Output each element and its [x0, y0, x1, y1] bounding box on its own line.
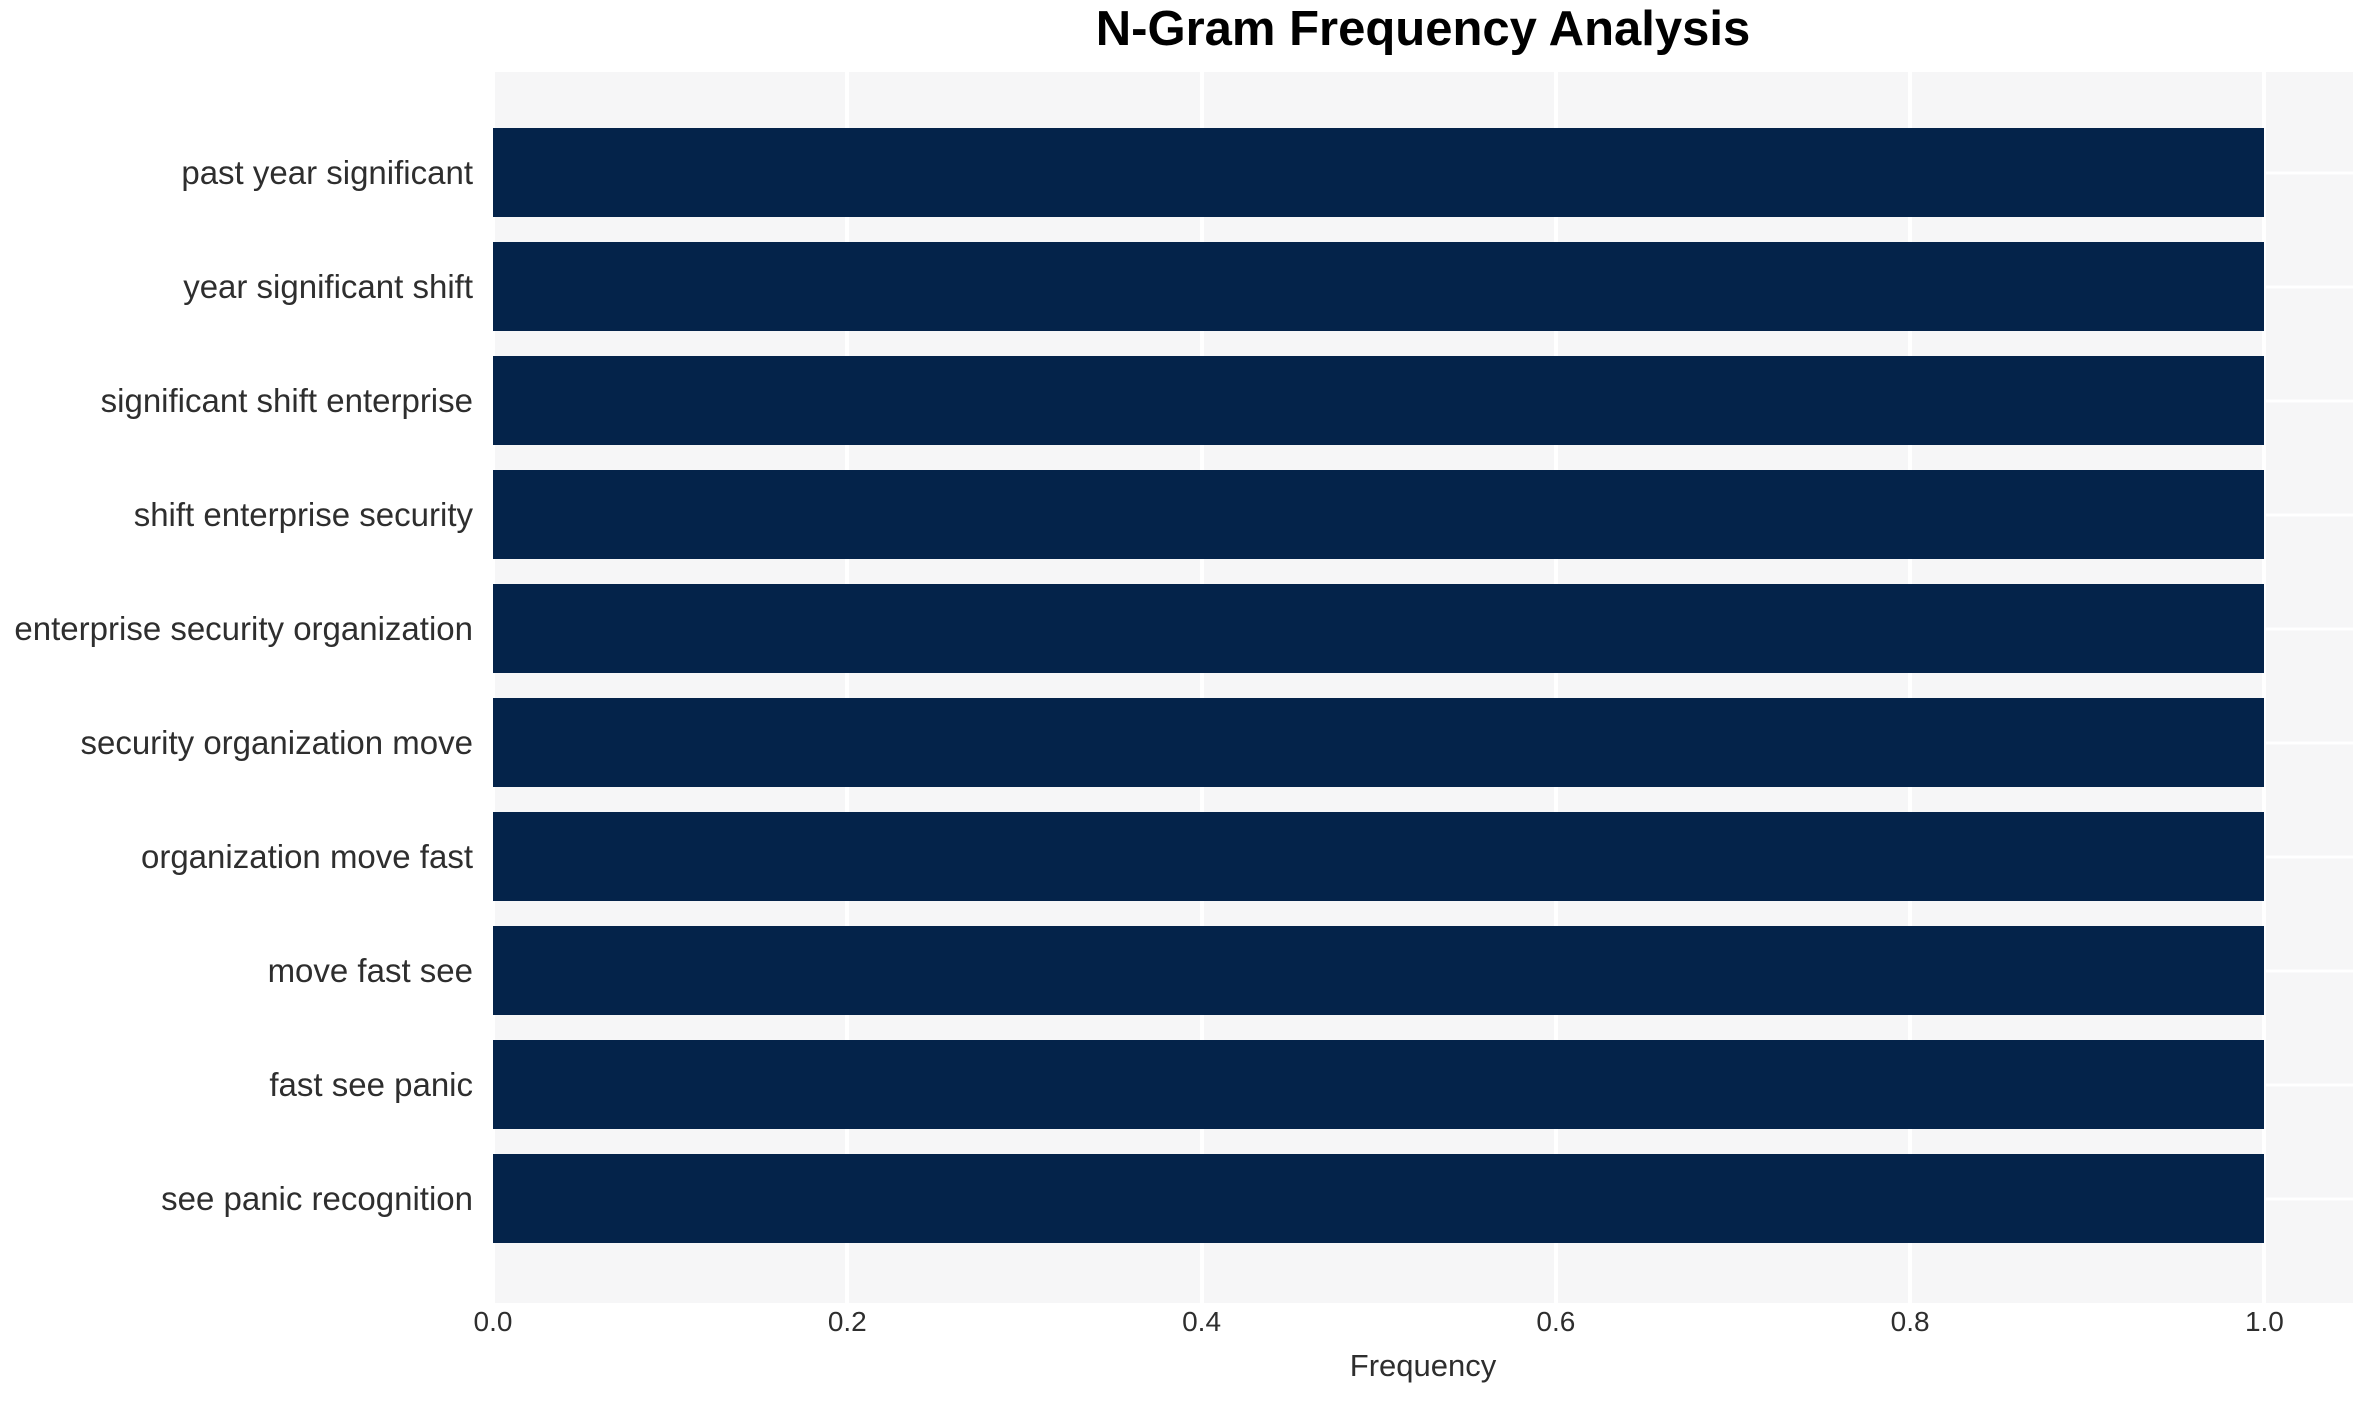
x-axis-title: Frequency: [1349, 1348, 1497, 1383]
y-axis-label: year significant shift: [183, 268, 473, 305]
y-axis-label: significant shift enterprise: [100, 382, 473, 419]
x-tick-label: 0.8: [1890, 1306, 1930, 1337]
bar: [493, 698, 2265, 787]
bar: [493, 470, 2265, 559]
chart-title: N-Gram Frequency Analysis: [1095, 2, 1751, 56]
bar: [493, 812, 2265, 901]
y-axis-label: see panic recognition: [161, 1180, 473, 1217]
bar: [493, 926, 2265, 1015]
x-tick-label: 0.2: [827, 1306, 867, 1337]
x-axis-ticks: 0.0 0.2 0.4 0.6 0.8 1.0: [474, 1306, 2353, 1346]
x-tick-label: 0.4: [1182, 1306, 1222, 1337]
x-tick-label: 0.6: [1536, 1306, 1576, 1337]
vertical-gridline: [493, 72, 495, 1303]
y-axis-labels: past year significant year significant sh…: [0, 72, 483, 1303]
y-axis-label: enterprise security organization: [14, 610, 473, 647]
vertical-gridline: [1553, 72, 1558, 1303]
y-axis-label: shift enterprise security: [133, 496, 473, 533]
plot-area: [493, 72, 2353, 1303]
bar: [493, 242, 2265, 331]
bar: [493, 1040, 2265, 1129]
vertical-gridline: [2262, 72, 2267, 1303]
y-axis-label: move fast see: [267, 952, 473, 989]
vertical-gridline: [845, 72, 850, 1303]
bar: [493, 356, 2265, 445]
y-axis-label: organization move fast: [140, 838, 473, 875]
vertical-gridline: [1199, 72, 1204, 1303]
y-axis-label: past year significant: [181, 154, 473, 191]
y-axis-label: fast see panic: [269, 1066, 473, 1103]
x-tick-label: 0.0: [473, 1306, 513, 1337]
y-axis-label: security organization move: [80, 724, 473, 761]
bar: [493, 584, 2265, 673]
vertical-gridline: [1908, 72, 1913, 1303]
x-tick-label: 1.0: [2244, 1306, 2284, 1337]
bar: [493, 128, 2265, 217]
bar: [493, 1154, 2265, 1243]
